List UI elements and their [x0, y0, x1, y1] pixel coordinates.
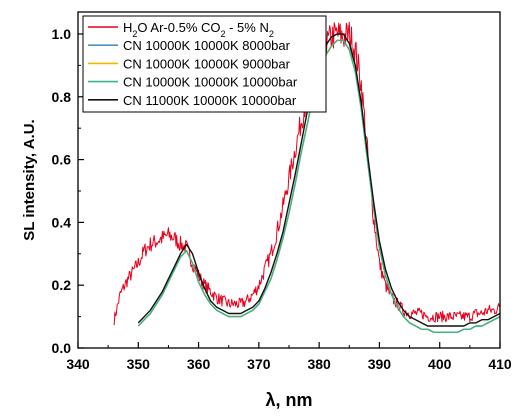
x-tick-label: 340 — [66, 356, 90, 372]
y-tick-label: 0.8 — [52, 89, 72, 105]
y-tick-label: 0.0 — [52, 340, 72, 356]
legend-label-0-sub2: 2 — [220, 29, 225, 39]
x-tick-label: 350 — [127, 356, 151, 372]
legend-label-0-sub3: 2 — [269, 29, 274, 39]
legend-label-0-prefix: H — [123, 20, 132, 35]
legend-label-4: CN 11000K 10000K 10000bar — [123, 93, 297, 108]
legend-box — [82, 15, 327, 113]
y-tick-label: 0.6 — [52, 152, 72, 168]
x-tick-label: 400 — [428, 356, 452, 372]
legend-label-0-suffix: - 5% N — [226, 20, 269, 35]
legend-label-0-sub1: 2 — [132, 29, 137, 39]
x-tick-label: 360 — [187, 356, 211, 372]
y-axis-title: SL intensity, A.U. — [21, 119, 38, 240]
y-axis-ticks: 0.0 0.2 0.4 0.6 0.8 1.0 — [52, 26, 84, 356]
x-tick-label: 380 — [307, 356, 331, 372]
legend-label-0: H2O Ar-0.5% CO2 - 5% N2 — [123, 20, 274, 39]
legend-label-1: CN 10000K 10000K 8000bar — [123, 38, 291, 53]
x-tick-label: 390 — [368, 356, 392, 372]
x-axis-title: λ, nm — [265, 390, 312, 410]
x-tick-label: 370 — [247, 356, 271, 372]
y-tick-label: 0.2 — [52, 277, 72, 293]
y-tick-label: 0.4 — [52, 214, 72, 230]
legend-label-0-middle: O Ar-0.5% CO — [137, 20, 220, 35]
x-tick-label: 410 — [488, 356, 512, 372]
y-tick-label: 1.0 — [52, 26, 72, 42]
x-axis-ticks: 340 350 360 370 380 390 400 410 — [66, 342, 512, 372]
legend-label-3: CN 10000K 10000K 10000bar — [123, 75, 298, 90]
legend-label-2: CN 10000K 10000K 9000bar — [123, 56, 291, 71]
